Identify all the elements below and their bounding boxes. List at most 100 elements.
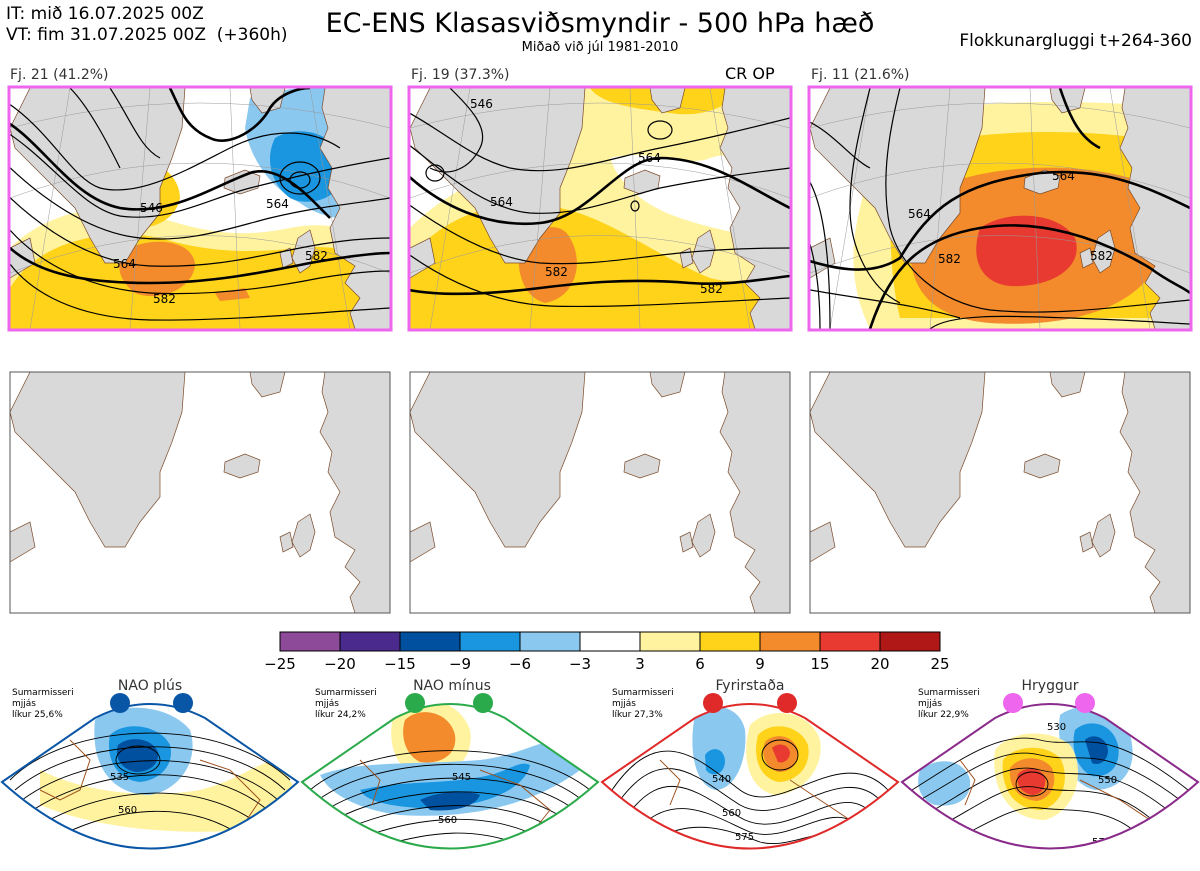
cluster-3-map: 564 564 582 582 <box>810 88 1190 329</box>
regime-2-contour-c: 575 <box>448 848 467 859</box>
regime-4-season: Sumarmisseri <box>918 688 980 698</box>
cluster-2-contour-564b: 564 <box>638 151 661 165</box>
spread-map-1 <box>10 372 390 613</box>
colorbar-segment <box>339 631 401 652</box>
cluster-2-contour-582a: 582 <box>545 265 568 279</box>
header-info: IT: mið 16.07.2025 00Z VT: fim 31.07.2025… <box>6 4 288 46</box>
regime-2-season: Sumarmisseri <box>315 688 377 698</box>
cluster-1-frame <box>7 85 393 332</box>
spread-map-2 <box>410 372 790 613</box>
cluster-2-contour-546: 546 <box>470 97 493 111</box>
colorbar-tick-label: 25 <box>930 655 949 673</box>
cluster-3-contour-564a: 564 <box>908 207 931 221</box>
regime-3-frame <box>600 703 900 850</box>
regime-4-name: Hryggur <box>1022 678 1079 694</box>
regime-3-name: Fyrirstaða <box>716 678 785 694</box>
cluster-2-frame <box>407 85 793 332</box>
regime-4-contour-a: 530 <box>1047 722 1066 733</box>
it-line: IT: mið 16.07.2025 00Z <box>6 4 204 24</box>
colorbar-segment <box>399 631 461 652</box>
regime-1-contour-a: 535 <box>110 772 129 783</box>
cluster-1-label: Fj. 21 (41.2%) <box>10 67 109 83</box>
colorbar-tick-label: 3 <box>635 655 645 673</box>
regime-2-frame <box>300 703 600 850</box>
cr-op-tag: CR OP <box>725 64 775 83</box>
colorbar-tick-label: 6 <box>695 655 705 673</box>
regime-1-smoothing: mjjás <box>12 699 36 709</box>
cluster-3-contour-582b: 582 <box>1090 249 1113 263</box>
cluster-1-contour-564b: 564 <box>266 197 289 211</box>
regime-4-dot-right <box>1075 693 1095 713</box>
window-label: Flokkunargluggi t+264-360 <box>959 31 1192 51</box>
colorbar: −25 −20 −15 −9 −6 −3 3 6 9 15 20 25 <box>264 631 950 673</box>
regime-1-likelihood: líkur 25,6% <box>12 710 63 720</box>
regime-4-likelihood: líkur 22,9% <box>918 710 969 720</box>
regime-2-likelihood: líkur 24,2% <box>315 710 366 720</box>
cluster-1-map: 546 564 564 582 582 <box>10 88 390 329</box>
regime-3-contour-b: 560 <box>722 808 741 819</box>
colorbar-segment <box>879 631 941 652</box>
regime-1-dot-right <box>173 693 193 713</box>
cluster-2-map: 546 564 564 582 582 <box>410 88 790 329</box>
cluster-3-contour-582a: 582 <box>938 252 961 266</box>
colorbar-tick-label: −9 <box>449 655 471 673</box>
colorbar-tick-label: 9 <box>755 655 765 673</box>
vt-line: VT: fim 31.07.2025 00Z (+360h) <box>6 25 288 45</box>
cluster-1-contour-582b: 582 <box>305 249 328 263</box>
colorbar-segment <box>279 631 341 652</box>
regime-3-dot-right <box>777 693 797 713</box>
cluster-1-contour-546: 546 <box>140 201 163 215</box>
regime-2-dot-left <box>405 693 425 713</box>
regime-1-dot-left <box>110 693 130 713</box>
regime-3-dot-left <box>703 693 723 713</box>
cluster-2-contour-564a: 564 <box>490 195 513 209</box>
regime-3-likelihood: líkur 27,3% <box>612 710 663 720</box>
regime-2-smoothing: mjjás <box>315 699 339 709</box>
spread-frame-2 <box>409 371 791 614</box>
spread-map-3 <box>810 372 1190 613</box>
colorbar-tick-label: −15 <box>384 655 416 673</box>
regime-nao-minus: 545 560 575 NAO mínus Sumarmisseri mjjás… <box>300 678 600 859</box>
cluster-3-label: Fj. 11 (21.6%) <box>811 67 910 83</box>
cluster-1-contour-564a: 564 <box>113 257 136 271</box>
regime-1-frame <box>0 703 300 850</box>
colorbar-tick-label: −6 <box>509 655 531 673</box>
regime-3-contour-c: 575 <box>735 832 754 843</box>
regime-3-contour-a: 540 <box>712 774 731 785</box>
regime-3-smoothing: mjjás <box>612 699 636 709</box>
regime-4-contour-b: 550 <box>1098 775 1117 786</box>
cluster-1-contour-582a: 582 <box>153 292 176 306</box>
colorbar-segment <box>579 631 641 652</box>
colorbar-segment <box>819 631 881 652</box>
regime-2-contour-a: 545 <box>452 772 471 783</box>
colorbar-tick-label: −3 <box>569 655 591 673</box>
colorbar-segment <box>519 631 581 652</box>
colorbar-tick-label: −25 <box>264 655 296 673</box>
colorbar-tick-label: 20 <box>870 655 889 673</box>
page-subtitle: Miðað við júl 1981-2010 <box>521 40 679 55</box>
colorbar-tick-label: 15 <box>810 655 829 673</box>
regime-nao-plus: 535 560 NAO plús Sumarmisseri mjjás líku… <box>0 678 300 850</box>
colorbar-tick-label: −20 <box>324 655 356 673</box>
regime-2-contour-b: 560 <box>438 815 457 826</box>
regime-4-frame <box>900 703 1200 850</box>
cluster-3-frame <box>807 85 1193 332</box>
regime-4-smoothing: mjjás <box>918 699 942 709</box>
cluster-2-label: Fj. 19 (37.3%) <box>411 67 510 83</box>
regime-3-season: Sumarmisseri <box>612 688 674 698</box>
regime-4-dot-left <box>1003 693 1023 713</box>
spread-frame-3 <box>809 371 1191 614</box>
page-title: EC-ENS Klasasviðsmyndir - 500 hPa hæð <box>325 8 875 39</box>
spread-frame-1 <box>9 371 391 614</box>
regime-1-contour-b: 560 <box>118 805 137 816</box>
regime-blocking: 540 560 575 Fyrirstaða Sumarmisseri mjjá… <box>600 678 900 850</box>
regime-2-dot-right <box>473 693 493 713</box>
colorbar-segment <box>639 631 701 652</box>
colorbar-segment <box>699 631 761 652</box>
colorbar-segment <box>759 631 821 652</box>
colorbar-segment <box>459 631 521 652</box>
cluster-3-contour-564b: 564 <box>1052 169 1075 183</box>
regime-1-season: Sumarmisseri <box>12 688 74 698</box>
cluster-2-contour-582b: 582 <box>700 282 723 296</box>
